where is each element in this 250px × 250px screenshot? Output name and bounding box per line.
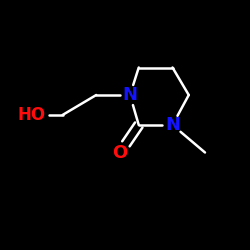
- Text: O: O: [112, 144, 128, 162]
- Text: N: N: [122, 86, 138, 104]
- Text: N: N: [165, 116, 180, 134]
- Text: HO: HO: [17, 106, 45, 124]
